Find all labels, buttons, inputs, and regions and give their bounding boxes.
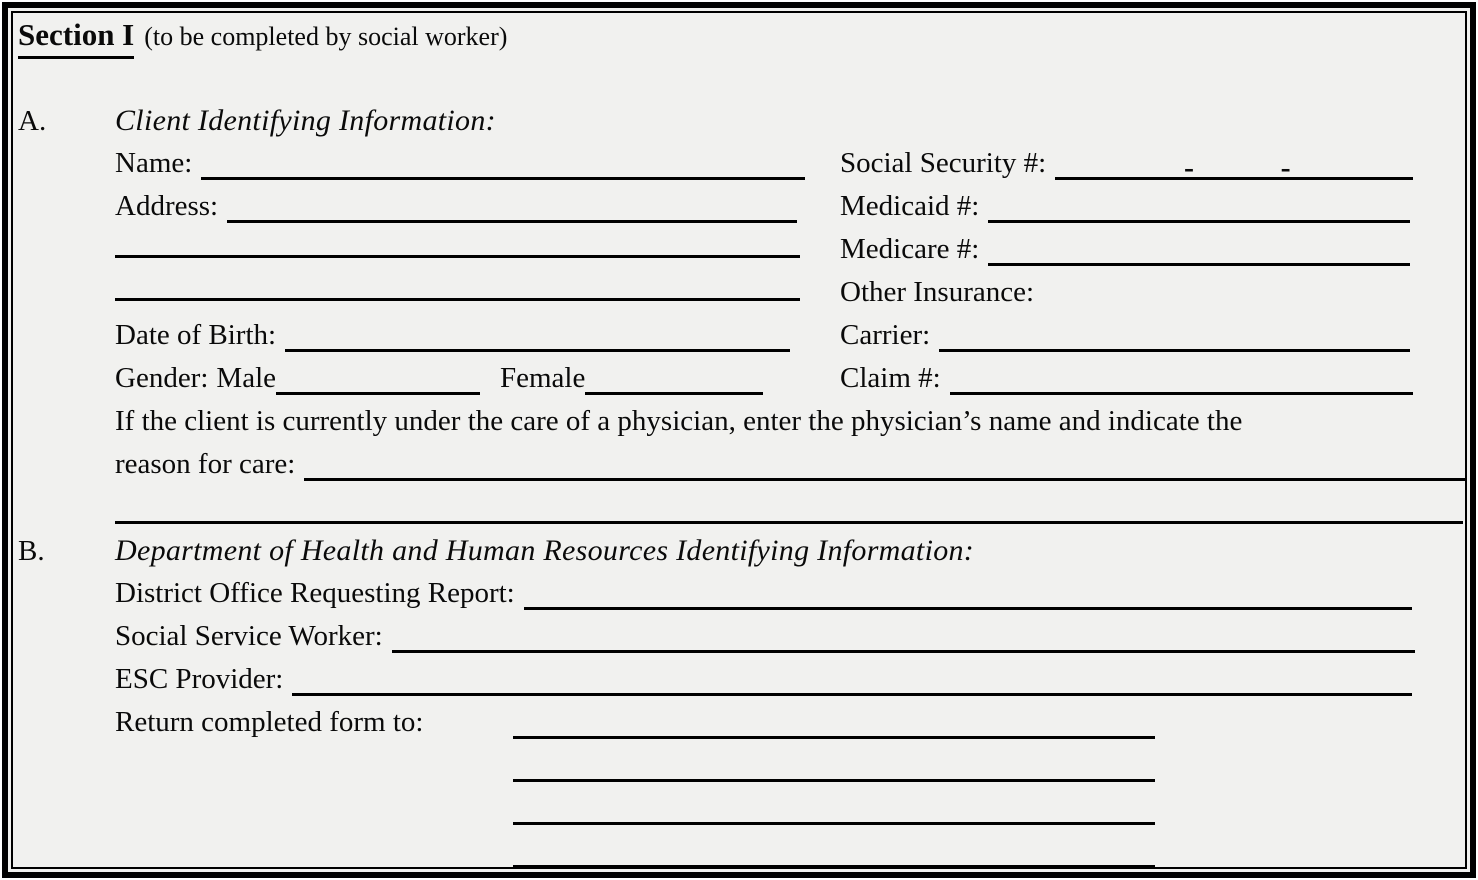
ssn-blank[interactable]: - -: [1055, 153, 1413, 183]
row-address2-medicare: Medicare #:: [115, 228, 1455, 271]
reason-for-care-blank[interactable]: [304, 478, 1465, 481]
carrier-blank[interactable]: [939, 349, 1410, 352]
section-subtitle: (to be completed by social worker): [144, 22, 508, 51]
ssn-label: Social Security #:: [840, 147, 1047, 179]
section-b-marker: B.: [18, 535, 45, 567]
other-insurance-label: Other Insurance:: [840, 276, 1035, 308]
address-field: Address:: [115, 185, 840, 228]
medicare-field: Medicare #:: [840, 228, 1455, 271]
form-page: Section I (to be completed by social wor…: [11, 11, 1467, 869]
district-office-label: District Office Requesting Report:: [115, 577, 515, 609]
ssn-dash-1: -: [1184, 151, 1194, 184]
address-blank[interactable]: [227, 220, 797, 223]
social-service-worker-row: Social Service Worker:: [115, 615, 1455, 658]
dob-blank[interactable]: [285, 349, 790, 352]
other-insurance-field: Other Insurance:: [840, 271, 1455, 314]
gender-label: Gender:: [115, 362, 209, 394]
gender-male-label: Male: [216, 362, 276, 394]
gender-female-label: Female: [500, 362, 586, 394]
return-to-label: Return completed form to:: [115, 706, 424, 738]
claim-blank[interactable]: [949, 392, 1413, 395]
address-line2-field: [115, 255, 840, 263]
gender-field: Gender: Male Female: [115, 357, 840, 400]
reason-for-care-line2-row: [115, 486, 1463, 529]
address-line3-blank[interactable]: [115, 298, 800, 301]
social-service-worker-label: Social Service Worker:: [115, 620, 383, 652]
return-to-blank-2[interactable]: [513, 779, 1155, 782]
address-line3-field: [115, 298, 840, 306]
section-a-heading-row: A. Client Identifying Information:: [18, 99, 1455, 142]
reason-for-care-blank-line2[interactable]: [115, 521, 1463, 524]
physician-note-line1: If the client is currently under the car…: [115, 400, 1455, 443]
dob-field: Date of Birth:: [115, 314, 840, 357]
return-to-row-3: [115, 787, 1455, 830]
physician-note-text: If the client is currently under the car…: [115, 405, 1243, 437]
gender-male-blank[interactable]: [276, 392, 480, 395]
claim-field: Claim #:: [840, 357, 1455, 400]
district-office-row: District Office Requesting Report:: [115, 572, 1455, 615]
ssn-dash-2: -: [1280, 151, 1291, 184]
address-line2-blank[interactable]: [115, 255, 800, 258]
esc-provider-row: ESC Provider:: [115, 658, 1455, 701]
address-label: Address:: [115, 190, 219, 222]
row-address3-otherins: Other Insurance:: [115, 271, 1455, 314]
section-title: Section I: [18, 13, 135, 59]
row-dob-carrier: Date of Birth: Carrier:: [115, 314, 1455, 357]
reason-for-care-label: reason for care:: [115, 448, 296, 480]
spacer: [18, 56, 1455, 99]
carrier-label: Carrier:: [840, 319, 931, 351]
return-to-blank-4[interactable]: [513, 865, 1155, 867]
return-to-row: Return completed form to:: [115, 701, 1455, 744]
claim-label: Claim #:: [840, 362, 941, 394]
section-a-heading: Client Identifying Information:: [115, 104, 496, 137]
name-blank[interactable]: [201, 177, 805, 180]
row-name-ssn: Name: Social Security #: - -: [115, 142, 1455, 185]
gender-female-blank[interactable]: [585, 392, 764, 395]
ssn-field: Social Security #: - -: [840, 142, 1455, 185]
section-b-heading: Department of Health and Human Resources…: [115, 534, 975, 567]
return-to-blank-1[interactable]: [513, 736, 1155, 739]
medicare-label: Medicare #:: [840, 233, 980, 265]
return-to-row-4: [115, 830, 1455, 867]
return-to-blank-3[interactable]: [513, 822, 1155, 825]
physician-note-line2: reason for care:: [115, 443, 1465, 486]
row-address-medicaid: Address: Medicaid #:: [115, 185, 1455, 228]
medicaid-blank[interactable]: [988, 220, 1410, 223]
esc-provider-blank[interactable]: [292, 693, 1412, 696]
dob-label: Date of Birth:: [115, 319, 277, 351]
medicare-blank[interactable]: [988, 263, 1410, 266]
return-to-row-2: [115, 744, 1455, 787]
medicaid-label: Medicaid #:: [840, 190, 980, 222]
form-header: Section I (to be completed by social wor…: [18, 13, 1455, 59]
carrier-field: Carrier:: [840, 314, 1455, 357]
row-gender-claim: Gender: Male Female Claim #:: [115, 357, 1455, 400]
medicaid-field: Medicaid #:: [840, 185, 1455, 228]
section-a-marker: A.: [18, 105, 47, 137]
district-office-blank[interactable]: [523, 607, 1412, 610]
social-service-worker-blank[interactable]: [391, 650, 1415, 653]
name-field: Name:: [115, 142, 840, 185]
esc-provider-label: ESC Provider:: [115, 663, 284, 695]
section-b-heading-row: B. Department of Health and Human Resour…: [18, 529, 1455, 572]
name-label: Name:: [115, 147, 193, 179]
